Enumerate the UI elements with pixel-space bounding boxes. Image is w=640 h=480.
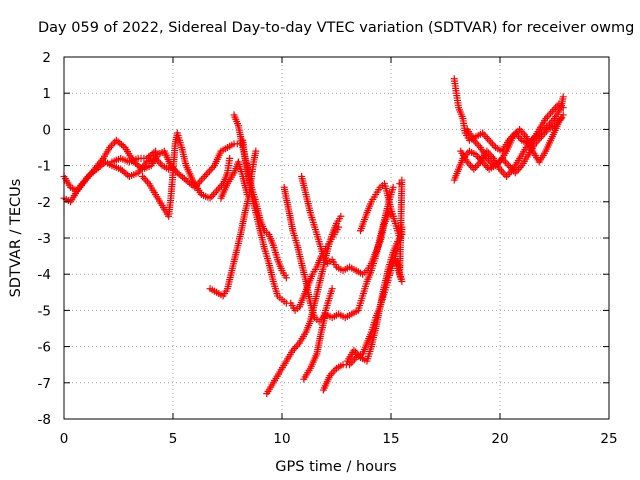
x-axis: 0 5 10 15 20 25 <box>60 57 618 447</box>
data-point <box>204 169 212 177</box>
data-point <box>559 111 567 119</box>
data-points <box>60 75 567 398</box>
x-axis-label: GPS time / hours <box>275 459 396 475</box>
data-point <box>243 191 251 199</box>
data-point <box>201 172 209 180</box>
chart-title: Day 059 of 2022, Sidereal Day-to-day VTE… <box>38 20 634 36</box>
data-point <box>539 131 547 139</box>
data-point <box>197 176 205 184</box>
data-point <box>140 174 148 182</box>
y-tick-label: 0 <box>42 122 51 138</box>
data-point <box>329 368 337 376</box>
y-tick-label: -8 <box>38 412 51 428</box>
data-point <box>499 169 507 177</box>
x-tick-label: 20 <box>491 431 508 447</box>
data-point <box>335 223 343 231</box>
data-point <box>206 167 214 175</box>
data-point <box>328 285 336 293</box>
x-tick-label: 0 <box>60 431 69 447</box>
data-point <box>471 163 479 171</box>
data-point <box>547 118 555 126</box>
x-tick-label: 25 <box>600 431 617 447</box>
data-point <box>480 131 488 139</box>
data-point <box>207 165 215 173</box>
data-point <box>547 109 555 117</box>
y-tick-label: -6 <box>38 340 51 356</box>
data-point <box>199 174 207 182</box>
data-point <box>559 93 567 101</box>
data-point <box>503 160 511 168</box>
y-tick-label: -1 <box>38 159 51 175</box>
data-point <box>165 165 173 173</box>
x-tick-label: 5 <box>169 431 178 447</box>
y-tick-label: -7 <box>38 376 51 392</box>
x-tick-label: 15 <box>382 431 399 447</box>
data-point <box>282 274 290 282</box>
data-point <box>396 263 404 271</box>
data-point <box>545 111 553 119</box>
data-point <box>487 138 495 146</box>
data-point <box>142 176 150 184</box>
y-tick-label: 1 <box>42 86 51 102</box>
grid <box>64 57 609 419</box>
data-point <box>292 343 300 351</box>
y-axis: -8 -7 -6 -5 -4 -3 -2 -1 0 1 2 <box>38 50 609 428</box>
data-point <box>202 171 210 179</box>
data-point <box>467 162 475 170</box>
y-axis-label: SDTVAR / TECUs <box>8 179 24 298</box>
data-point <box>337 212 345 220</box>
y-tick-label: -4 <box>38 267 51 283</box>
y-tick-label: -2 <box>38 195 51 211</box>
data-point <box>557 115 565 123</box>
data-point <box>504 171 512 179</box>
data-point <box>483 134 491 142</box>
y-tick-label: 2 <box>42 50 51 66</box>
data-point <box>211 189 219 197</box>
data-point <box>541 129 549 137</box>
x-tick-label: 10 <box>273 431 290 447</box>
data-point <box>152 147 160 155</box>
data-point <box>226 154 234 162</box>
data-point <box>473 162 481 170</box>
y-tick-label: -5 <box>38 303 51 319</box>
data-point <box>488 140 496 148</box>
data-point <box>208 192 216 200</box>
data-point <box>503 172 511 180</box>
data-point <box>252 147 260 155</box>
data-point <box>473 140 481 148</box>
data-point <box>213 187 221 195</box>
y-tick-label: -3 <box>38 231 51 247</box>
data-point <box>559 104 567 112</box>
data-point <box>389 183 397 191</box>
data-point <box>485 136 493 144</box>
data-point <box>470 165 478 173</box>
data-point <box>486 151 494 159</box>
